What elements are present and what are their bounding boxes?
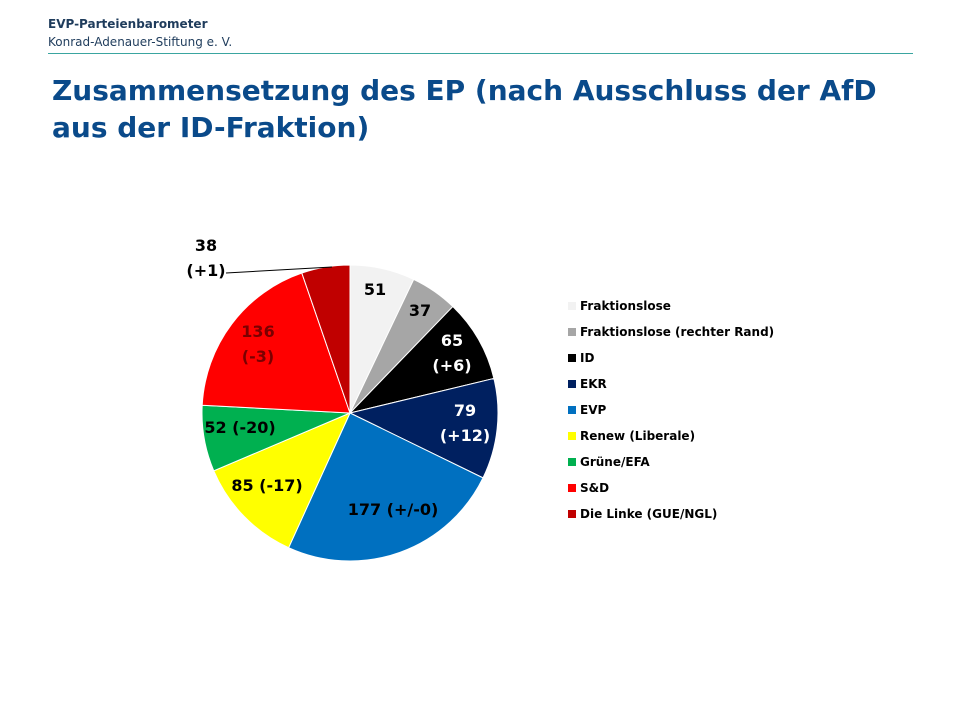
- leader-line: [225, 266, 333, 274]
- legend-item: ID: [568, 351, 594, 365]
- legend-item: Fraktionslose: [568, 299, 671, 313]
- legend-item: EKR: [568, 377, 607, 391]
- legend-label: Renew (Liberale): [580, 429, 696, 443]
- pie-slice: [287, 412, 484, 562]
- legend-swatch: [568, 328, 576, 336]
- data-label: (-3): [242, 347, 274, 366]
- data-label: (+1): [186, 261, 225, 280]
- legend-swatch: [568, 510, 576, 518]
- data-label: 177 (+/-0): [348, 500, 439, 519]
- legend-item: Die Linke (GUE/NGL): [568, 507, 717, 521]
- legend-item: Grüne/EFA: [568, 455, 650, 469]
- legend-swatch: [568, 484, 576, 492]
- legend-label: S&D: [580, 481, 610, 495]
- org-subtitle: Konrad-Adenauer-Stiftung e. V.: [48, 35, 233, 49]
- data-label: (+12): [440, 426, 490, 445]
- legend-item: Renew (Liberale): [568, 429, 695, 443]
- legend-swatch: [568, 406, 576, 414]
- legend-label: Grüne/EFA: [580, 455, 650, 469]
- legend-label: EVP: [580, 403, 607, 417]
- data-label: 51: [364, 280, 386, 299]
- legend-label: Die Linke (GUE/NGL): [580, 507, 718, 521]
- data-label: 85 (-17): [231, 476, 302, 495]
- data-label: 65: [441, 331, 463, 350]
- pie-slice: [348, 377, 499, 479]
- header-divider: [48, 53, 913, 54]
- legend-label: Fraktionslose (rechter Rand): [580, 325, 775, 339]
- pie-slice: [348, 305, 495, 414]
- legend-item: EVP: [568, 403, 606, 417]
- pie-slice: [213, 412, 351, 549]
- legend-item: Fraktionslose (rechter Rand): [568, 325, 774, 339]
- org-title: EVP-Parteienbarometer: [48, 17, 208, 31]
- data-label: 38: [195, 236, 217, 255]
- legend-item: S&D: [568, 481, 609, 495]
- legend-swatch: [568, 432, 576, 440]
- data-label: 79: [454, 401, 476, 420]
- legend-swatch: [568, 458, 576, 466]
- data-label: 37: [409, 301, 431, 320]
- legend-swatch: [568, 302, 576, 310]
- chart-title: Zusammensetzung des EP (nach Ausschluss …: [52, 74, 877, 144]
- legend-label: Fraktionslose: [580, 299, 671, 313]
- data-label: 52 (-20): [204, 418, 275, 437]
- data-label: (+6): [432, 356, 471, 375]
- data-label: 136: [241, 322, 274, 341]
- legend-label: EKR: [580, 377, 607, 391]
- pie-slice: [201, 272, 351, 414]
- legend-swatch: [568, 354, 576, 362]
- legend-swatch: [568, 380, 576, 388]
- legend-label: ID: [580, 351, 595, 365]
